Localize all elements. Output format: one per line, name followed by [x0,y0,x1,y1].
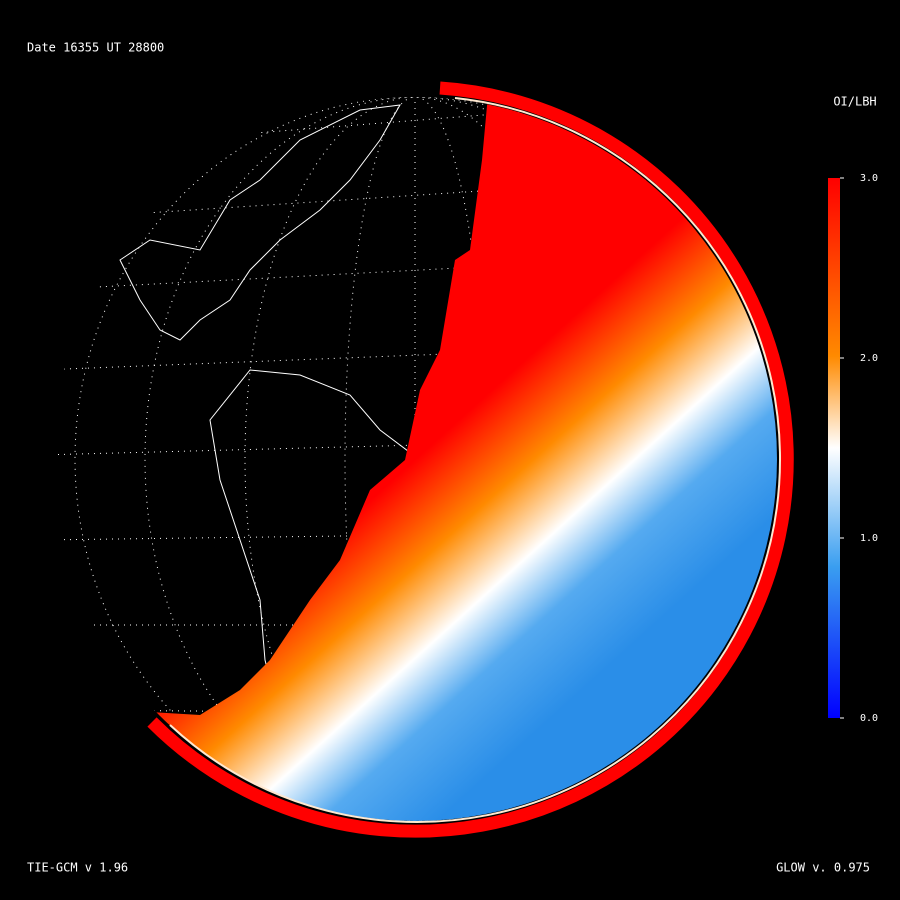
model-label: TIE-GCM v 1.96 [27,861,128,875]
colorbar-tick-label: 1.0 [860,533,878,544]
colorbar-tick-label: 2.0 [860,353,878,364]
colorbar-tick-label: 3.0 [860,173,878,184]
glow-label: GLOW v. 0.975 [776,861,870,875]
limb-glow [147,81,794,838]
limb-edge [169,97,781,823]
colorbar-tick-label: 0.0 [860,713,878,724]
date-label: Date 16355 UT 28800 [27,41,164,55]
colorbar-title: OI/LBH [833,95,876,109]
colorbar [828,178,840,718]
